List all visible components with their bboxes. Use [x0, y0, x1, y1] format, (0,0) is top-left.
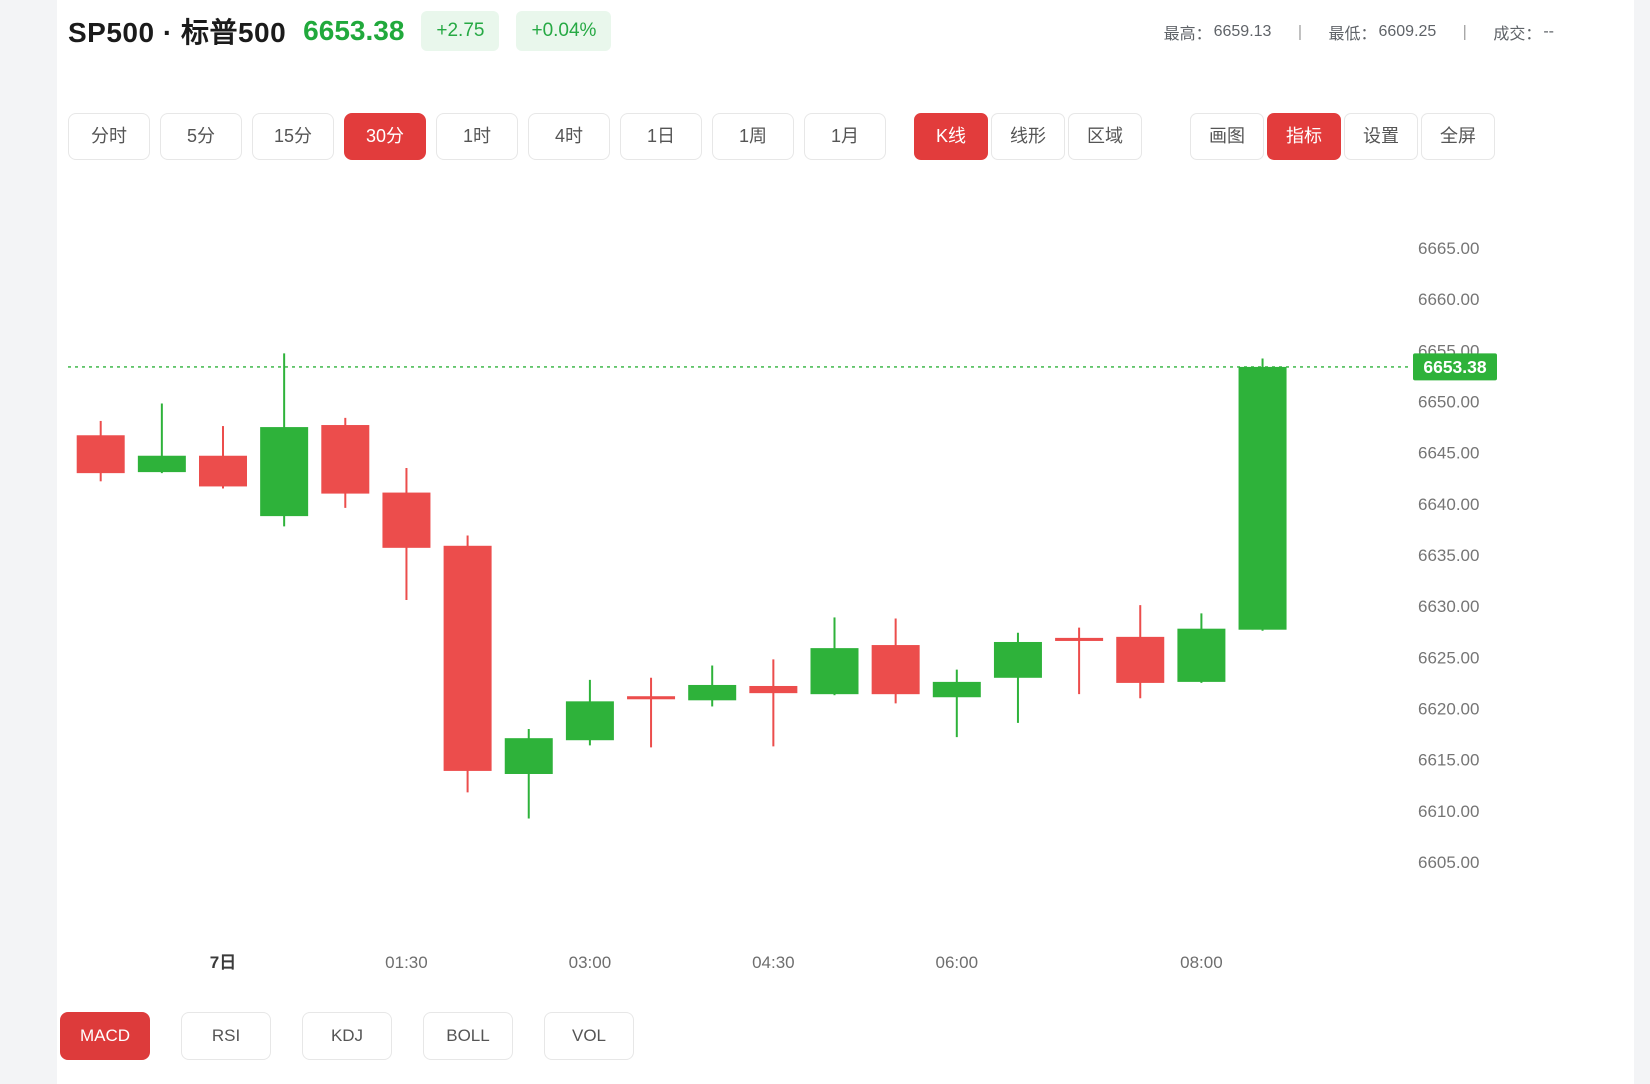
x-axis-label: 08:00	[1180, 953, 1223, 972]
y-axis-label: 6610.00	[1418, 802, 1479, 821]
timeframe-button-15m[interactable]: 15分	[252, 113, 334, 160]
candle-body-05:00	[810, 648, 859, 695]
timeframe-toolbar: 分时 5分 15分 30分 1时 4时 1日 1周 1月	[68, 113, 886, 160]
last-price: 6653.38	[303, 15, 405, 46]
tool-button-draw[interactable]: 画图	[1190, 113, 1264, 160]
y-axis-label: 6635.00	[1418, 546, 1479, 565]
timeframe-button-minute[interactable]: 分时	[68, 113, 150, 160]
indicator-button-rsi[interactable]: RSI	[181, 1012, 271, 1060]
symbol-title: SP500 · 标普500	[68, 17, 287, 48]
timeframe-button-1mo[interactable]: 1月	[804, 113, 886, 160]
indicator-button-boll[interactable]: BOLL	[423, 1012, 513, 1060]
y-axis-label: 6640.00	[1418, 495, 1479, 514]
y-axis-label: 6620.00	[1418, 699, 1479, 718]
x-axis-label: 7日	[210, 953, 236, 972]
candle-body-07:30	[1116, 636, 1165, 683]
candle-body-04:00	[688, 684, 737, 701]
low-value: 6609.25	[1378, 23, 1437, 40]
volume-value: --	[1543, 23, 1554, 40]
stats-divider: ｜	[1292, 24, 1308, 42]
timeframe-button-1w[interactable]: 1周	[712, 113, 794, 160]
y-axis-label: 6650.00	[1418, 392, 1479, 411]
y-axis-label: 6645.00	[1418, 444, 1479, 463]
low-label: 最低：	[1328, 26, 1377, 43]
candle-body-03:30	[627, 696, 676, 700]
timeframe-button-5m[interactable]: 5分	[160, 113, 242, 160]
current-price-tag-text: 6653.38	[1423, 357, 1487, 377]
candle-body-04:30	[749, 685, 798, 694]
current-price-tag	[1413, 353, 1497, 381]
candle-body-01:30	[382, 492, 431, 548]
chart-type-toolbar: K线 线形 区域	[914, 113, 1142, 160]
candle-body-00:30	[260, 427, 309, 517]
candle-body-02:30	[504, 738, 553, 774]
chart-type-button-line[interactable]: 线形	[991, 113, 1065, 160]
x-axis-label: 06:00	[936, 953, 979, 972]
timeframe-button-4h[interactable]: 4时	[528, 113, 610, 160]
timeframe-button-30m[interactable]: 30分	[344, 113, 426, 160]
header: SP500 · 标普500 6653.38 +2.75 +0.04%	[68, 9, 612, 53]
y-axis-label: 6665.00	[1418, 239, 1479, 258]
y-axis-label: 6625.00	[1418, 648, 1479, 667]
candle-body-08:00	[1177, 628, 1226, 682]
indicator-button-vol[interactable]: VOL	[544, 1012, 634, 1060]
stats-divider: ｜	[1457, 24, 1473, 42]
chart-type-button-candle[interactable]: K线	[914, 113, 988, 160]
change-percent-badge: +0.04%	[516, 11, 612, 51]
candle-body-01:00	[321, 425, 370, 494]
x-axis-label: 01:30	[385, 953, 428, 972]
tool-button-fullscreen[interactable]: 全屏	[1421, 113, 1495, 160]
indicator-button-kdj[interactable]: KDJ	[302, 1012, 392, 1060]
y-axis-label: 6605.00	[1418, 853, 1479, 872]
y-axis-label: 6660.00	[1418, 290, 1479, 309]
candle-body-02:00	[443, 545, 492, 771]
indicator-button-macd[interactable]: MACD	[60, 1012, 150, 1060]
x-axis-label: 04:30	[752, 953, 795, 972]
high-value: 6659.13	[1213, 23, 1272, 40]
change-badge: +2.75	[421, 11, 500, 51]
candle-body-06:00	[932, 681, 981, 698]
candle-body-05:30	[871, 645, 920, 695]
tools-toolbar: 画图 指标 设置 全屏	[1190, 113, 1495, 160]
timeframe-button-1d[interactable]: 1日	[620, 113, 702, 160]
candle-body-08:30	[1238, 366, 1287, 630]
timeframe-button-1h[interactable]: 1时	[436, 113, 518, 160]
candle-body-03:00	[565, 701, 614, 741]
chart-type-button-area[interactable]: 区域	[1068, 113, 1142, 160]
y-axis-label: 6615.00	[1418, 751, 1479, 770]
indicator-toolbar: MACD RSI KDJ BOLL VOL	[60, 1012, 634, 1060]
candle-body-23:30	[137, 455, 186, 473]
candle-body-06:30	[993, 641, 1042, 678]
candle-body-23:00	[76, 435, 125, 474]
x-axis-label: 03:00	[569, 953, 612, 972]
candle-body-07:00	[1055, 637, 1104, 641]
tool-button-indicator[interactable]: 指标	[1267, 113, 1341, 160]
y-axis-label: 6630.00	[1418, 597, 1479, 616]
tool-button-settings[interactable]: 设置	[1344, 113, 1418, 160]
session-stats: 最高： 6659.13 ｜ 最低： 6609.25 ｜ 成交： --	[1164, 20, 1554, 44]
app-content: SP500 · 标普500 6653.38 +2.75 +0.04% 最高： 66…	[57, 0, 1634, 1084]
candle-body-00:00	[199, 455, 247, 487]
volume-label: 成交：	[1493, 26, 1542, 43]
high-label: 最高：	[1163, 26, 1212, 43]
